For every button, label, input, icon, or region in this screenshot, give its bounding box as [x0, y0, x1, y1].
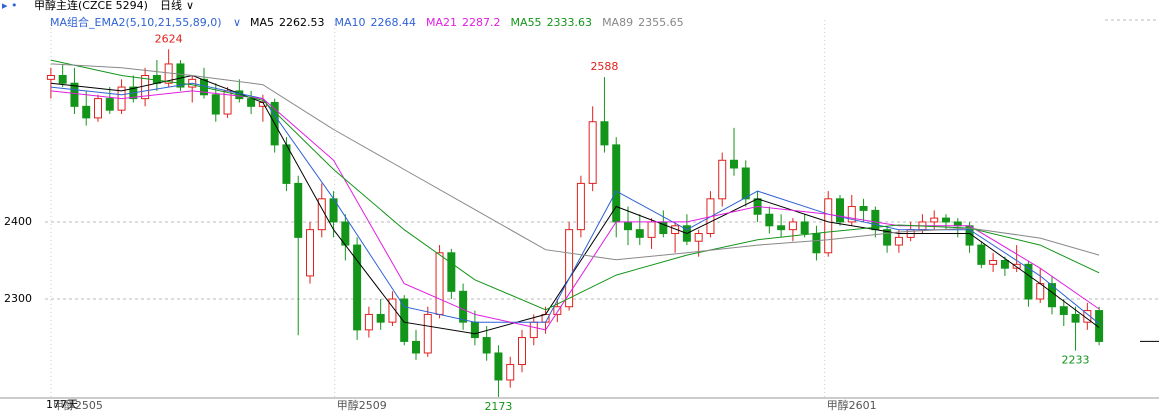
legend-value: 2268.44: [371, 16, 417, 29]
candle-body: [1095, 310, 1104, 342]
candle-body: [847, 206, 856, 223]
candle-body: [624, 221, 632, 231]
candle-body: [765, 213, 774, 227]
candle-body: [824, 198, 833, 254]
candle-body: [376, 313, 385, 323]
x-tick-label: 甲醇2509: [337, 398, 387, 412]
indicator[interactable]: MA组合_EMA2(5,10,21,55,89,0): [50, 15, 222, 29]
ma-line: [50, 59, 1100, 311]
candle-body: [211, 94, 220, 115]
legend-name: MA10: [335, 16, 366, 29]
candle-body: [94, 98, 102, 119]
candle-body: [176, 63, 185, 88]
candle-body: [82, 105, 91, 119]
candle-body: [553, 306, 562, 315]
legend-name: MA5: [250, 16, 274, 29]
legend-name: MA55: [511, 16, 542, 29]
candle-body: [470, 321, 479, 339]
candle-body: [423, 313, 432, 354]
candle-body: [482, 337, 491, 354]
candle-body: [400, 298, 409, 342]
candle-body: [518, 337, 526, 366]
candle-body: [576, 182, 585, 231]
candle-body: [800, 221, 809, 235]
candle-body: [506, 364, 515, 381]
candle-body: [529, 321, 538, 339]
candle-body: [46, 74, 55, 80]
candle-body: [836, 198, 844, 223]
legend-value: 2287.2: [462, 16, 501, 29]
candle-body: [494, 352, 503, 381]
candle-body: [730, 159, 738, 169]
price-annotation: 2173: [484, 400, 512, 413]
candle-body: [1024, 263, 1033, 300]
candle-body: [459, 290, 468, 323]
chart-title: 甲醇主连(CZCE 5294): [34, 0, 148, 12]
candle-body: [1059, 306, 1068, 315]
candle-body: [364, 313, 373, 331]
candle-body: [412, 340, 420, 354]
y-tick-label: 2400: [4, 215, 32, 228]
candle-body: [600, 121, 609, 146]
candle-body: [565, 229, 574, 308]
candle-body: [647, 221, 656, 238]
candle-body: [435, 252, 444, 315]
candle-body: [1012, 263, 1021, 269]
price-annotation: 2233: [1062, 354, 1090, 367]
candle-body: [671, 225, 680, 235]
candle-body: [1000, 259, 1009, 269]
price-annotation: 2624: [155, 32, 183, 45]
candle-body: [282, 144, 291, 184]
candle-body: [353, 244, 362, 331]
candle-body: [989, 259, 998, 265]
x-tick-label: 甲醇2505: [53, 398, 103, 412]
candle-body: [247, 98, 256, 107]
candle-body: [294, 182, 303, 238]
candle-body: [306, 229, 314, 277]
candle-body: [883, 229, 892, 246]
candle-body: [58, 74, 67, 84]
candle-body: [977, 244, 986, 265]
candle-body: [894, 236, 903, 246]
marker: ▸ •: [2, 0, 18, 12]
candle-body: [930, 217, 939, 223]
legend-value: 2262.53: [279, 16, 325, 29]
candle-body: [694, 233, 703, 242]
candle-body: [447, 252, 456, 292]
y-tick-label: 2300: [4, 292, 32, 305]
ma-line: [50, 90, 1100, 331]
price-annotation: 2588: [590, 60, 618, 73]
candle-body: [777, 225, 786, 231]
candle-body: [788, 221, 797, 231]
candle-body: [942, 217, 950, 223]
ma-line: [50, 74, 1100, 335]
period-arrow[interactable]: ∨: [186, 0, 194, 12]
candle-body: [741, 167, 750, 200]
candle-body: [141, 74, 150, 100]
candle-body: [588, 121, 597, 184]
period[interactable]: 日线: [160, 0, 182, 12]
candle-body: [1071, 313, 1080, 323]
candle-body: [635, 229, 644, 238]
ma-line: [50, 82, 1100, 325]
candle-body: [105, 98, 114, 111]
candle-body: [718, 159, 727, 200]
days-label: 177天: [46, 398, 78, 411]
legend-name: MA89: [602, 16, 633, 29]
legend-value: 2333.63: [547, 16, 593, 29]
candle-body: [70, 82, 79, 107]
candle-body: [953, 221, 962, 227]
indicator-arrow[interactable]: ∨: [233, 16, 241, 29]
ma-line: [50, 63, 1100, 261]
candle-body: [812, 233, 821, 254]
x-tick-label: 甲醇2601: [827, 398, 877, 412]
candle-body: [859, 206, 868, 211]
legend-name: MA21: [426, 16, 457, 29]
legend-value: 2355.65: [638, 16, 684, 29]
